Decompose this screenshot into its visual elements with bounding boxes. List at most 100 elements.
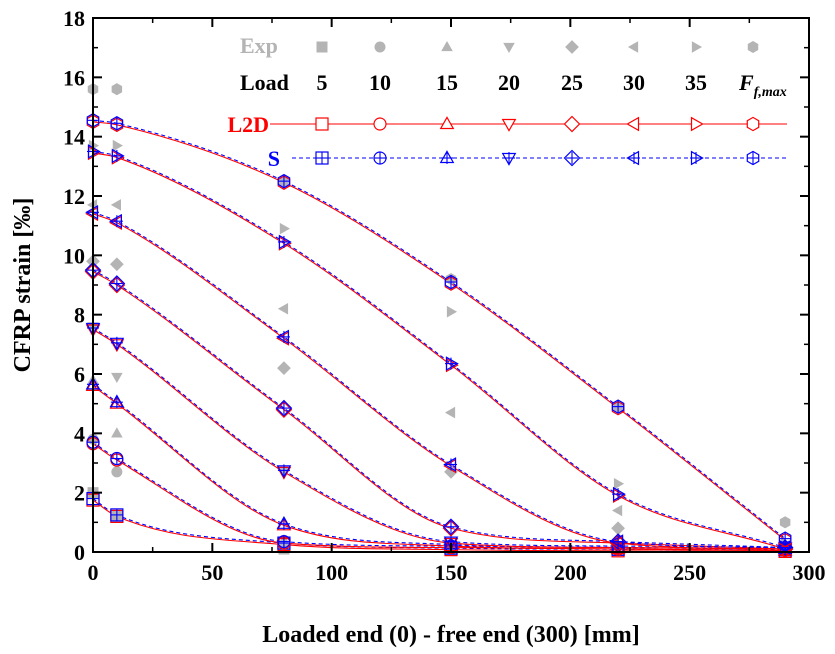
legend-fmax-sub: f,max: [754, 85, 787, 100]
l2d-marker-load-25: [442, 519, 460, 537]
exp-point-load-25: [109, 257, 124, 272]
s-marker-load-30: [610, 534, 625, 549]
l2d-curve-load-Ff,max: [92, 121, 786, 541]
legend-l2d-marker-diamond: [563, 115, 581, 133]
s-curve-load-30: [92, 211, 786, 549]
legend-load-value: 10: [369, 70, 391, 95]
legend-l2d-marker-hexagon: [746, 116, 760, 132]
legend-load-value: 30: [623, 70, 645, 95]
s-marker-load-5: [110, 508, 124, 522]
exp-point-load-Ff,max: [779, 516, 791, 529]
legend-load-value: 20: [498, 70, 520, 95]
legend-fmax-label: Ff,max: [738, 70, 787, 100]
l2d-curve-load-15: [92, 385, 786, 552]
x-tick-label: 100: [315, 560, 348, 585]
legend-exp-marker-triangle-up: [441, 40, 453, 52]
legend: Exp Load L2D S 5 10 15 20 25 30 35 Ff,max: [227, 33, 787, 171]
legend-load-value: 5: [317, 70, 328, 95]
exp-point-load-30: [277, 302, 289, 315]
y-tick-label: 6: [74, 362, 85, 387]
legend-load-label: Load: [240, 70, 289, 95]
l2d-marker-load-25: [275, 401, 293, 418]
exp-point-load-30: [110, 199, 121, 211]
legend-exp-marker-diamond: [565, 40, 579, 54]
legend-exp-marker-square: [316, 41, 328, 53]
y-tick-label: 16: [63, 65, 85, 90]
exp-point-load-35: [446, 305, 458, 318]
s-marker-load-Ff,max: [778, 531, 792, 546]
legend-s-marker-triangle-up: [439, 150, 455, 164]
legend-s-marker-triangle-right: [690, 150, 704, 166]
s-marker-load-15: [276, 515, 292, 530]
legend-exp-marker-triangle-down: [503, 42, 515, 54]
x-tick-label: 200: [554, 560, 587, 585]
s-marker-load-Ff,max: [110, 116, 124, 131]
legend-l2d-marker-triangle-down: [501, 118, 517, 132]
x-tick-label: 0: [88, 560, 99, 585]
legend-l2d-marker-triangle-left: [626, 116, 640, 132]
exp-point-load-15: [111, 427, 123, 438]
x-tick-label: 300: [793, 560, 826, 585]
y-tick-label: 4: [74, 421, 85, 446]
legend-s-marker-square: [315, 151, 329, 165]
axis-ticks: 0 50 100 150 200 250 300 0 2 4 6 8 10 12 14 16 18: [63, 6, 826, 585]
exp-point-load-35: [112, 139, 123, 152]
x-tick-label: 250: [673, 560, 706, 585]
legend-s-marker-triangle-left: [626, 150, 640, 166]
x-axis-title: Loaded end (0) - free end (300) [mm]: [262, 622, 640, 648]
y-tick-label: 18: [63, 6, 85, 31]
legend-exp-marker-triangle-right: [691, 41, 703, 53]
s-marker-load-20: [276, 464, 292, 479]
exp-point-load-35: [613, 477, 625, 490]
s-marker-load-35: [277, 234, 292, 250]
exp-point-load-30: [612, 504, 623, 517]
y-tick-label: 12: [63, 184, 85, 209]
y-tick-label: 14: [63, 125, 85, 150]
experimental-points: [86, 83, 793, 557]
s-marker-load-30: [443, 457, 457, 472]
legend-l2d-marker-triangle-up: [439, 116, 455, 130]
l2d-curve-load-20: [92, 329, 786, 550]
legend-fmax-main: F: [738, 70, 754, 95]
l2d-curve-load-30: [92, 213, 786, 550]
y-tick-label: 8: [74, 303, 85, 328]
s-marker-load-35: [110, 148, 125, 164]
x-tick-label: 50: [201, 560, 223, 585]
legend-exp-label: Exp: [240, 33, 278, 58]
s-marker-load-25: [108, 275, 126, 292]
s-marker-load-30: [109, 213, 123, 229]
legend-l2d-marker-square: [315, 117, 329, 131]
legend-s-marker-circle: [373, 151, 387, 165]
exp-point-load-20: [111, 372, 123, 384]
exp-point-load-25: [277, 361, 291, 375]
legend-l2d-label: L2D: [227, 112, 269, 137]
l2d-curve-load-35: [92, 152, 786, 550]
y-tick-label: 2: [74, 481, 85, 506]
exp-point-load-35: [279, 222, 290, 235]
l2d-marker-load-25: [108, 276, 126, 294]
s-marker-load-Ff,max: [444, 274, 458, 290]
legend-s-marker-hexagon: [746, 150, 760, 166]
s-marker-load-10: [110, 451, 124, 466]
s-marker-load-35: [612, 486, 626, 502]
s-marker-load-30: [276, 329, 290, 345]
legend-load-value: 15: [436, 70, 458, 95]
exp-point-load-30: [444, 406, 456, 419]
s-marker-load-15: [109, 394, 125, 409]
legend-s-marker-triangle-down: [501, 152, 517, 166]
s-curve-load-25: [92, 269, 786, 549]
exp-point-load-10: [111, 466, 123, 478]
legend-exp-marker-circle: [374, 41, 386, 53]
model-curves: [92, 119, 786, 552]
model-markers: [84, 113, 794, 559]
legend-s-marker-diamond: [563, 149, 581, 167]
legend-s-label: S: [268, 146, 280, 171]
legend-l2d-marker-triangle-right: [690, 116, 704, 132]
s-marker-load-25: [275, 399, 293, 417]
exp-point-load-25: [611, 521, 625, 536]
exp-point-load-Ff,max: [111, 83, 123, 96]
legend-exp-marker-triangle-left: [627, 41, 639, 53]
l2d-curve-load-10: [92, 443, 786, 552]
s-marker-load-35: [445, 356, 459, 371]
